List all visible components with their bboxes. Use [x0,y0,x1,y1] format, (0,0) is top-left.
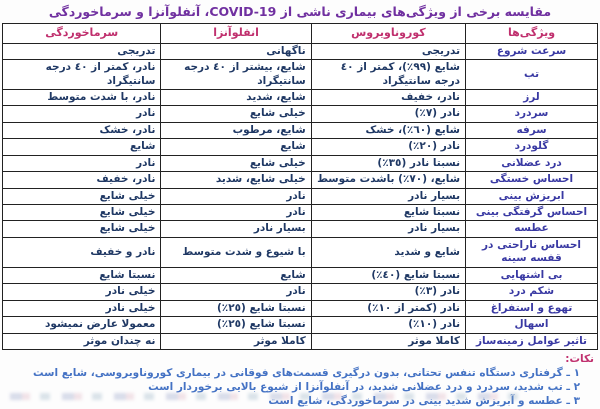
value-cell: خیلی شایع [1,203,162,222]
value-cell: معمولا عارض نمیشود [1,316,162,334]
table-row: سردرد نادر (٧٪) خیلی شایع نادر [1,105,598,123]
value-cell: شایع [160,266,312,285]
feature-cell: شکم درد [465,283,598,301]
value-cell: نادر [1,154,162,173]
feature-cell: عطسه [465,220,598,238]
value-cell: نسبتا شایع (٤٠٪) [310,266,467,285]
value-cell: نسبتا نادر (٣٥٪) [310,154,467,173]
table-row: شکم درد نادر (٣٪) نادر خیلی نادر [1,283,598,301]
feature-cell: لرز [465,88,598,107]
feature-cell: احساس ناراحتی در قفسه سینه [465,236,598,268]
page-title: مقایسه برخی از ویژگی‌های بیماری ناشی از … [48,4,552,19]
table-row: احساس گرفتگی بینی نسبتا شایع نادر خیلی شایع [1,203,598,222]
value-cell: نادر (٢٠٪) [310,138,467,156]
value-cell: شایع، شدید [160,88,312,107]
value-cell: نسبتا شایع [310,203,467,222]
value-cell: تدریجی [1,42,162,61]
feature-cell: درد عضلانی [465,154,598,173]
value-cell: شایع [1,138,162,156]
value-cell: خیلی نادر [1,283,162,301]
value-cell: نادر (٧٪) [310,105,467,123]
table-row: تب شایع (٩٩٪)، کمتر از ٤٠ درجه سانتیگراد ش… [1,59,598,90]
comparison-infographic: مقایسه برخی از ویژگی‌های بیماری ناشی از … [1,4,598,407]
table-row: ابریزش بینی بسیار نادر نادر خیلی شایع [1,187,598,206]
feature-cell: سرعت شروع [465,42,598,61]
value-cell: نادر (کمتر از ١٠٪) [310,299,467,318]
feature-cell: احساس گرفتگی بینی [465,203,598,222]
value-cell: شایع (٦٠٪)، خشک [310,121,467,140]
value-cell: نادر [160,203,312,222]
table-row: درد عضلانی نسبتا نادر (٣٥٪) خیلی شایع نادر [1,154,598,173]
feature-cell: تاثیر عوامل زمینه‌ساز [465,332,598,350]
column-header: کوروناویروس [310,22,467,44]
feature-cell: سرفه [465,121,598,140]
value-cell: نادر، خشک [1,121,162,140]
table-header-row: ویژگی‌ها کوروناویروس انفلوآنزا سرماخوردگی [1,22,598,44]
value-cell: بسیار نادر [160,220,312,238]
value-cell: ناگهانی [160,42,312,61]
feature-cell: ابریزش بینی [465,187,598,206]
feature-cell: بی اشتهایی [465,266,598,285]
table-row: گلودرد نادر (٢٠٪) شایع شایع [1,138,598,156]
value-cell: خیلی نادر [1,299,162,318]
value-cell: نسبتا شایع (٢٥٪) [160,299,312,318]
note-line: ٢ ـ تب شدید، سردرد و درد عضلانی شدید، در… [148,381,580,394]
value-cell: نادر [1,105,162,123]
value-cell: کاملا موثر [160,332,312,350]
value-cell: شایع، بیشتر از ٤٠ درجه سانتیگراد [160,59,312,90]
value-cell: نادر، خفیف [1,171,162,189]
value-cell: بسیار نادر [310,187,467,206]
column-header: انفلوآنزا [160,22,312,44]
feature-cell: تهوع و استفراغ [465,299,598,318]
feature-cell: احساس خستگی [465,171,598,189]
value-cell: خیلی شایع [160,154,312,173]
value-cell: نسبتا شایع [1,266,162,285]
value-cell: نه چندان موثر [1,332,162,350]
value-cell: نادر و خفیف [1,236,162,268]
table-row: اسهال نادر (١٠٪) نسبتا شایع (٢٥٪) معمولا عا… [1,316,598,334]
value-cell: کاملا موثر [310,332,467,350]
column-header: سرماخوردگی [1,22,162,44]
table-row: سرعت شروع تدریجی ناگهانی تدریجی [1,42,598,61]
value-cell: شایع (٩٩٪)، کمتر از ٤٠ درجه سانتیگراد [310,59,467,90]
table-row: سرفه شایع (٦٠٪)، خشک شایع، مرطوب نادر، خشک [1,121,598,140]
value-cell: نادر، با شدت متوسط [1,88,162,107]
value-cell: نسبتا شایع (٢٥٪) [160,316,312,334]
feature-cell: گلودرد [465,138,598,156]
feature-cell: اسهال [465,316,598,334]
table-row: عطسه بسیار نادر بسیار نادر خیلی شایع [1,220,598,238]
value-cell: نادر، خفیف [310,88,467,107]
table-row: احساس خستگی شایع، (٧٠٪) باشدت متوسط خیلی ش… [1,171,598,189]
value-cell: نادر (١٠٪) [310,316,467,334]
value-cell: نادر، کمتر از ٤٠ درجه سانتیگراد [1,59,162,90]
notes-section: نکات: ١ ـ گرفتاری دستگاه تنفس تحتانی، بد… [4,352,596,409]
value-cell: نادر [160,187,312,206]
table-row: احساس ناراحتی در قفسه سینه شایع و شدید با … [1,236,598,268]
value-cell: نادر (٣٪) [310,283,467,301]
notes-list: ١ ـ گرفتاری دستگاه تنفس تحتانی، بدون درگ… [4,366,596,409]
comparison-table: ویژگی‌ها کوروناویروس انفلوآنزا سرماخوردگی س… [1,22,598,350]
value-cell: با شیوع و شدت متوسط [160,236,312,268]
value-cell: تدریجی [310,42,467,61]
value-cell: خیلی شایع، شدید [160,171,312,189]
value-cell: خیلی شایع [160,105,312,123]
value-cell: شایع، مرطوب [160,121,312,140]
value-cell: شایع [160,138,312,156]
table-row: لرز نادر، خفیف شایع، شدید نادر، با شدت متوس… [1,88,598,107]
note-line: ١ ـ گرفتاری دستگاه تنفس تحتانی، بدون درگ… [33,367,580,380]
value-cell: خیلی شایع [1,187,162,206]
value-cell: شایع و شدید [310,236,467,268]
notes-title: نکات: [565,352,594,365]
feature-cell: سردرد [465,105,598,123]
table-row: بی اشتهایی نسبتا شایع (٤٠٪) شایع نسبتا شایع [1,266,598,285]
value-cell: شایع، (٧٠٪) باشدت متوسط [310,171,467,189]
value-cell: بسیار نادر [310,220,467,238]
feature-cell: تب [465,59,598,90]
table-row: تهوع و استفراغ نادر (کمتر از ١٠٪) نسبتا شا… [1,299,598,318]
blurred-watermark-strip [10,393,530,400]
column-header: ویژگی‌ها [465,22,598,44]
value-cell: خیلی شایع [1,220,162,238]
table-row: تاثیر عوامل زمینه‌ساز کاملا موثر کاملا موث… [1,332,598,350]
value-cell: نادر [160,283,312,301]
